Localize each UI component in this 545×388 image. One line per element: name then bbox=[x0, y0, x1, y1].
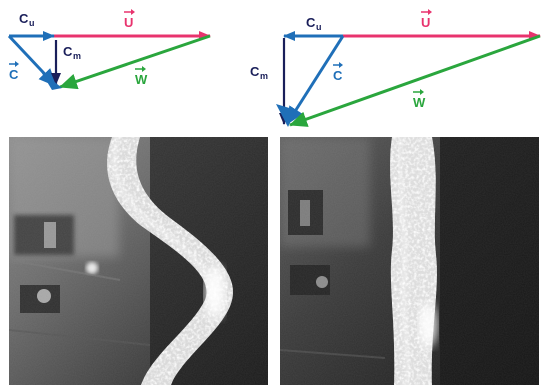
vertex-fan-left bbox=[40, 70, 62, 90]
label-u-left: U bbox=[124, 9, 135, 30]
vector-c-right bbox=[285, 35, 345, 125]
vertex-fan-right bbox=[276, 104, 296, 127]
svg-text:C: C bbox=[306, 15, 316, 30]
photo-vortex-rope-helical bbox=[9, 137, 268, 385]
label-w-right: W bbox=[413, 89, 426, 110]
label-u-right: U bbox=[421, 9, 432, 30]
vector-w-right bbox=[289, 34, 541, 127]
vector-w-left bbox=[59, 34, 211, 90]
velocity-triangle-left: U C u C m C W bbox=[7, 9, 211, 90]
label-c-left: C bbox=[9, 61, 19, 82]
svg-text:U: U bbox=[421, 15, 430, 30]
svg-text:C: C bbox=[333, 68, 343, 83]
svg-text:U: U bbox=[124, 15, 133, 30]
svg-text:m: m bbox=[73, 51, 81, 61]
label-cu-left: C u bbox=[19, 11, 35, 28]
photo-vortex-rope-straight bbox=[280, 137, 539, 385]
label-c-right: C bbox=[333, 62, 343, 83]
label-w-left: W bbox=[135, 66, 148, 87]
svg-text:C: C bbox=[63, 44, 73, 59]
svg-text:C: C bbox=[9, 67, 19, 82]
svg-text:W: W bbox=[135, 72, 148, 87]
svg-text:u: u bbox=[316, 22, 322, 32]
svg-text:C: C bbox=[250, 64, 260, 79]
svg-text:C: C bbox=[19, 11, 29, 26]
label-cm-right: C m bbox=[250, 64, 268, 81]
velocity-triangle-right: U C u C m C W bbox=[250, 9, 541, 127]
label-cu-right: C u bbox=[306, 15, 322, 32]
svg-text:u: u bbox=[29, 18, 35, 28]
label-cm-left: C m bbox=[63, 44, 81, 61]
svg-text:m: m bbox=[260, 71, 268, 81]
svg-text:W: W bbox=[413, 95, 426, 110]
